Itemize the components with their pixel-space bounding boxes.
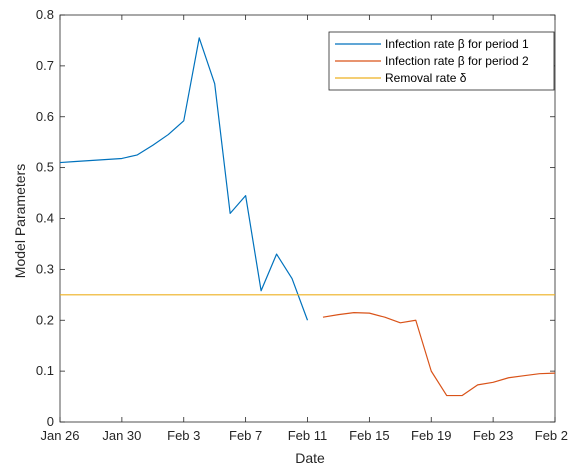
y-tick-label: 0.7 [36, 58, 54, 73]
y-tick-label: 0.1 [36, 363, 54, 378]
x-tick-label: Feb 15 [349, 428, 389, 443]
y-tick-label: 0.5 [36, 160, 54, 175]
series-lines [59, 37, 556, 397]
series-line-2 [322, 312, 556, 397]
x-axis-label: Date [295, 450, 325, 466]
y-tick-label: 0.6 [36, 109, 54, 124]
legend-label-3: Removal rate δ [385, 71, 467, 85]
legend-box [328, 31, 555, 91]
series-line-1 [59, 37, 309, 321]
x-tick-label: Feb 19 [411, 428, 451, 443]
legend: Infection rate β for period 1 Infection r… [328, 31, 555, 91]
x-tick-label: Feb 23 [473, 428, 513, 443]
x-tick-label: Feb 27 [535, 428, 568, 443]
x-tick-label: Feb 3 [167, 428, 200, 443]
x-tick-label: Feb 11 [288, 428, 328, 443]
y-tick-label: 0 [47, 414, 54, 429]
x-tick-label: Jan 30 [102, 428, 141, 443]
y-tick-label: 0.8 [36, 7, 54, 22]
y-tick-label: 0.2 [36, 312, 54, 327]
x-tick-label: Feb 7 [229, 428, 262, 443]
x-tick-label: Jan 26 [40, 428, 79, 443]
legend-label-2: Infection rate β for period 2 [385, 54, 529, 68]
legend-label-1: Infection rate β for period 1 [385, 37, 529, 51]
axes: Jan 26 Jan 30 Feb 3 Feb 7 Feb 11 Feb 15 Feb 19… [36, 7, 568, 443]
y-tick-label: 0.3 [36, 261, 54, 276]
y-tick-label: 0.4 [36, 211, 54, 226]
y-axis-label: Model Parameters [12, 164, 28, 278]
